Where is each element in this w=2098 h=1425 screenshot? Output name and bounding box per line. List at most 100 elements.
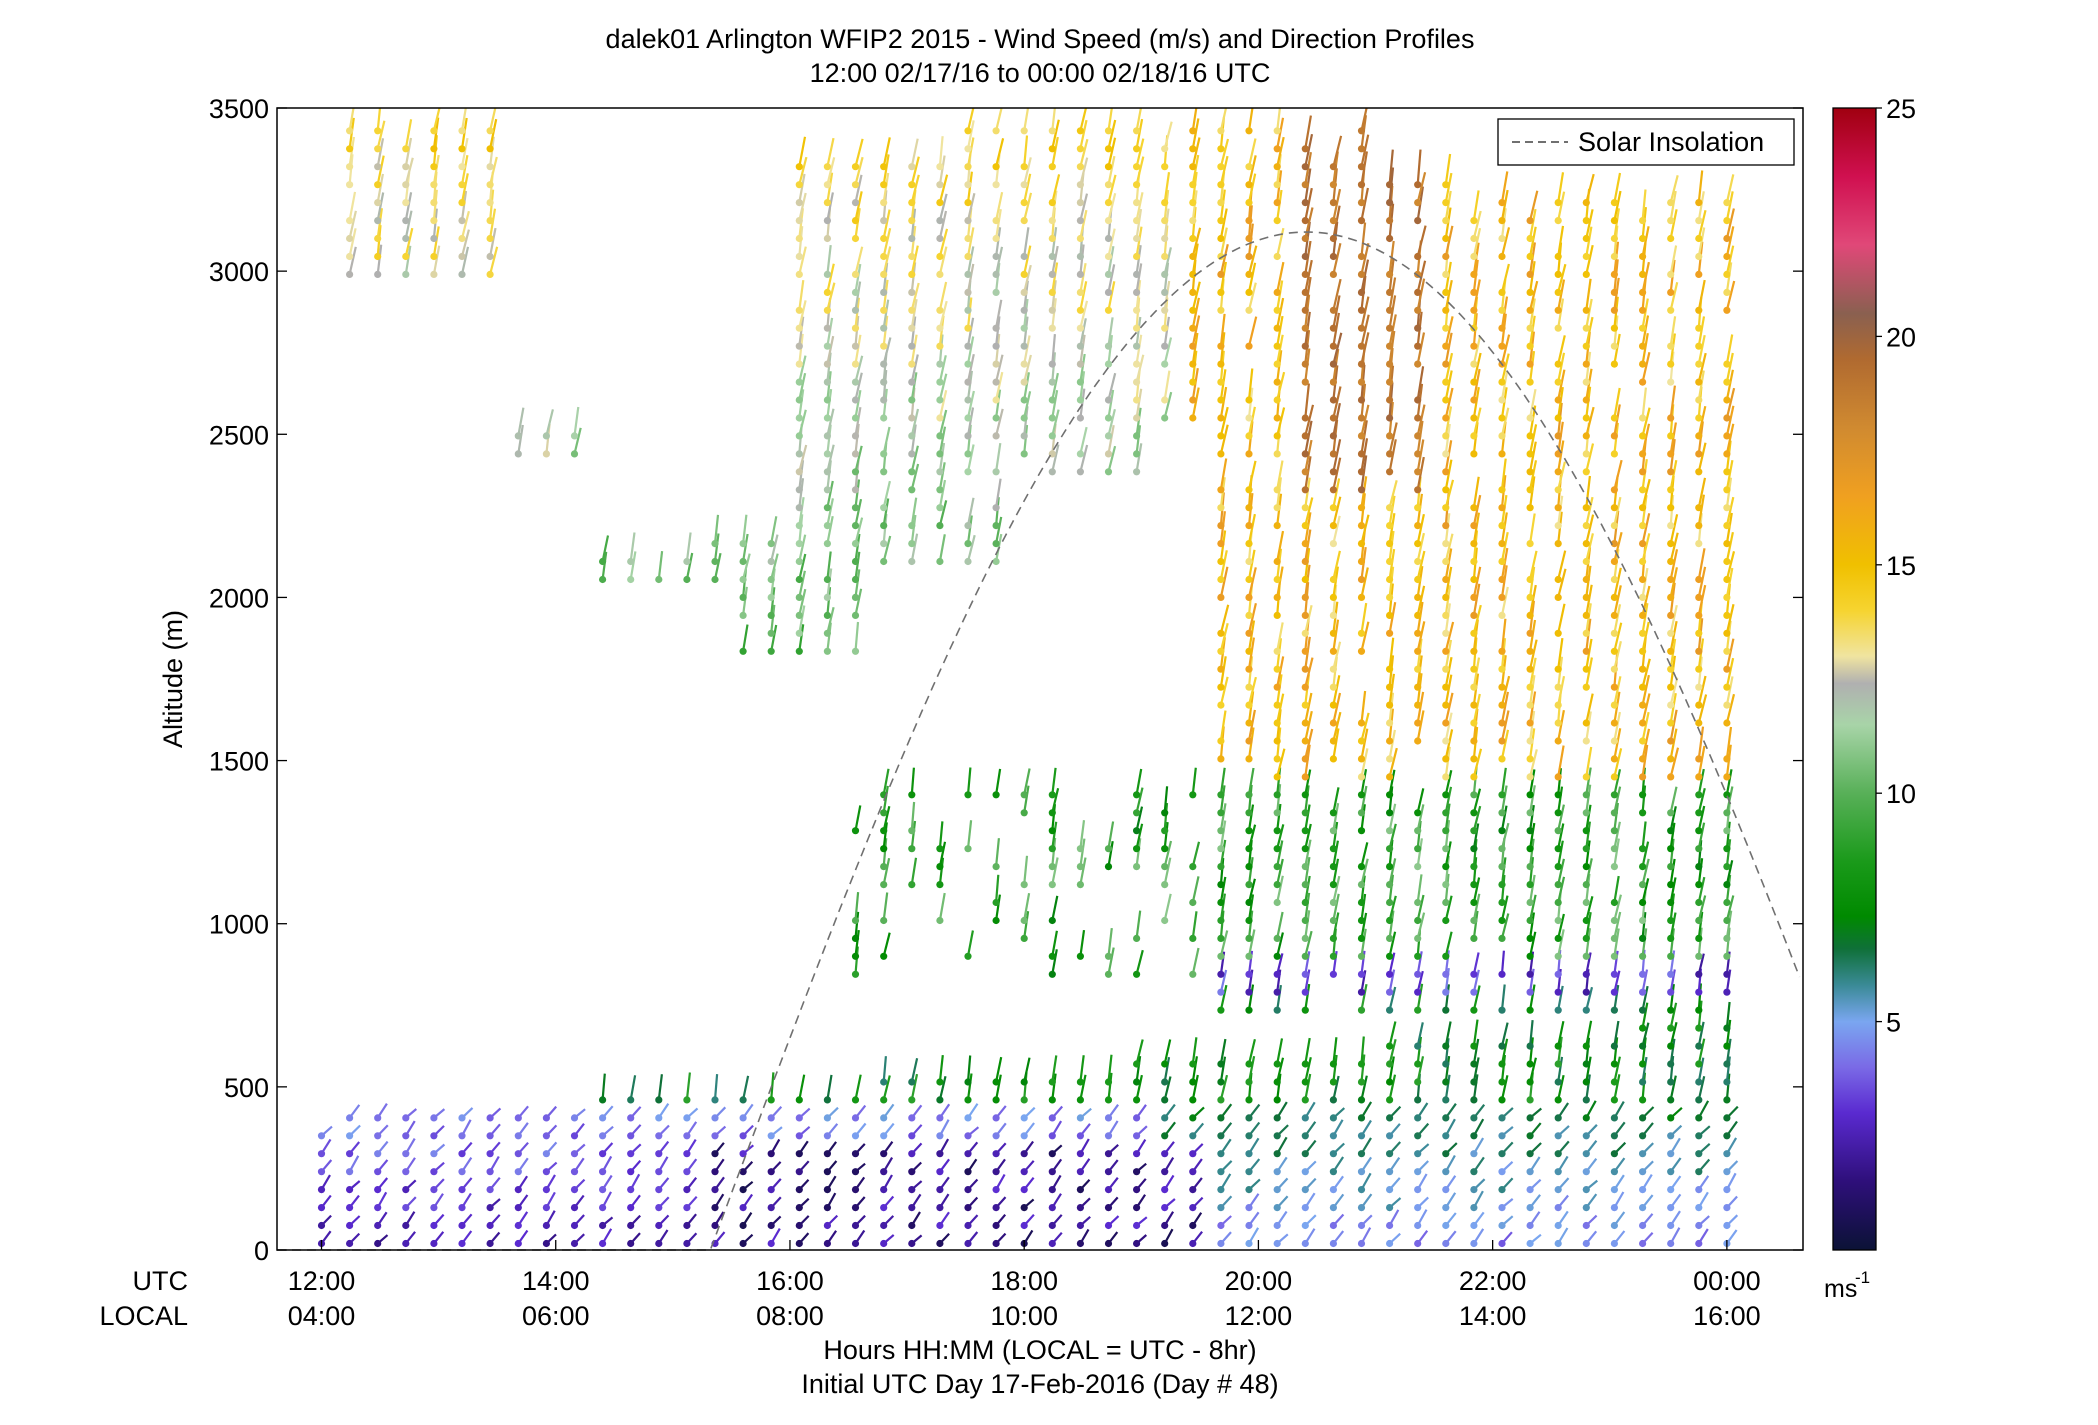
wind-barb [489,108,497,132]
wind-barb [1332,840,1339,867]
wind-barb-point [1695,647,1703,655]
wind-barb [1276,1038,1284,1065]
wind-barb [1304,769,1312,796]
wind-barb-point [1301,360,1309,368]
wind-barb-point [1217,234,1225,243]
wind-barb-point [908,324,916,332]
wind-barb-point [683,1114,691,1122]
wind-barb [1725,423,1735,455]
wind-barb [1276,371,1286,401]
wind-barb-point [1526,611,1534,620]
wind-barb-point [1273,845,1281,853]
wind-barb-point [1695,1204,1703,1212]
wind-barb-point [1498,1221,1506,1230]
wind-barb [685,532,692,562]
wind-barb-point [1639,1078,1647,1086]
wind-barb-point [1470,755,1478,763]
wind-barb [1079,426,1088,455]
wind-barb [1163,857,1172,885]
wind-barb-point [1526,934,1534,943]
wind-barb-point [823,1239,832,1248]
wind-barb-point [599,1096,607,1104]
wind-barb [1360,769,1368,795]
wind-barb-point [964,1186,972,1194]
wind-barb [1276,875,1284,903]
wind-barb-point [1442,1132,1450,1140]
wind-barb-point [1161,414,1169,422]
wind-barb [1444,1021,1452,1047]
wind-barb-point [880,1150,888,1158]
wind-barb [1697,675,1707,706]
wind-barb [995,1056,1003,1083]
wind-barb [1725,839,1732,867]
wind-barb [966,497,975,526]
wind-barb-point [1582,234,1590,243]
wind-barb-point [880,557,888,566]
wind-barb-point [1695,1078,1703,1086]
wind-barb-point [1442,557,1450,566]
wind-barb [1079,838,1086,867]
wind-barb-point [1639,970,1647,978]
wind-barb [1163,893,1172,921]
wind-barb-point [1273,665,1281,673]
wind-barb-point [1076,1239,1084,1248]
wind-barb [1641,226,1650,257]
wind-barb-point [1526,288,1534,296]
wind-barb [1500,1038,1509,1065]
wind-barb-point [1301,1204,1309,1212]
wind-barb [1669,190,1677,221]
wind-barb-point [1498,199,1506,207]
wind-barb-point [1582,199,1590,207]
wind-barb-point [1104,1096,1113,1104]
wind-barb-point [1386,1114,1394,1122]
wind-barb-point [992,270,1000,278]
wind-barb [938,373,948,401]
wind-barb-point [936,181,944,189]
wind-barb [1613,748,1623,778]
wind-barb-point [1639,522,1647,530]
wind-barb [1304,439,1313,473]
wind-barb [1135,118,1144,150]
wind-barb-point [908,252,916,261]
wind-barb [1557,369,1566,401]
wind-barb-point [767,575,775,584]
wind-barb [1472,823,1480,849]
wind-barb-point [1245,199,1253,207]
wind-barb-point [1723,288,1731,296]
wind-barb [1641,533,1651,562]
wind-barb-point [1554,863,1562,871]
wind-barb-point [1639,414,1647,422]
wind-barb [1613,894,1622,921]
wind-barb-point [1442,737,1450,745]
wind-barb [1191,911,1198,939]
x-tick-label-local: 12:00 [1225,1301,1293,1331]
wind-barb [1641,423,1651,455]
wind-barb [1416,1036,1422,1065]
wind-barb [1191,767,1197,795]
wind-barb-point [1667,1132,1675,1140]
wind-barb-point [1020,791,1028,799]
wind-barb [1444,895,1453,921]
wind-barb [854,246,864,275]
wind-barb-point [1076,127,1084,135]
wind-barb-point [1273,809,1281,817]
wind-barb-point [1301,593,1309,602]
wind-barb-point [1723,1096,1731,1104]
wind-barb [1107,947,1115,975]
wind-barb [489,208,497,239]
wind-barb [938,1075,947,1101]
wind-barb [404,192,413,221]
wind-barb-point [1329,378,1337,386]
wind-barb [910,372,918,401]
wind-barb [1079,318,1087,347]
wind-barb-point [1554,432,1562,440]
wind-barb [1641,567,1649,598]
wind-barb-point [823,342,832,350]
wind-barb-point [964,199,972,207]
wind-barb-point [1161,1150,1169,1158]
wind-barb-point [1386,342,1394,350]
wind-barb-point [1582,360,1590,368]
wind-barb [1023,372,1030,401]
wind-barb-point [880,468,888,476]
wind-barb [1641,1002,1649,1029]
